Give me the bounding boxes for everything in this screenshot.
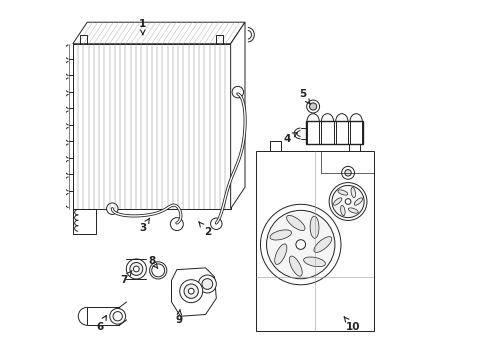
Ellipse shape — [338, 190, 348, 195]
Ellipse shape — [270, 230, 292, 240]
Circle shape — [149, 262, 167, 279]
Circle shape — [307, 100, 319, 113]
Circle shape — [345, 170, 351, 176]
Bar — [87, 307, 120, 325]
Ellipse shape — [287, 215, 305, 230]
Circle shape — [267, 210, 335, 279]
Text: 3: 3 — [139, 218, 149, 233]
Ellipse shape — [304, 257, 325, 267]
Bar — [321, 121, 334, 144]
Circle shape — [184, 284, 198, 298]
Bar — [307, 121, 319, 144]
Circle shape — [113, 312, 122, 321]
Text: 10: 10 — [344, 317, 360, 332]
Polygon shape — [231, 22, 245, 209]
Ellipse shape — [290, 256, 302, 276]
Circle shape — [133, 266, 139, 272]
Circle shape — [232, 86, 244, 98]
Circle shape — [211, 218, 222, 229]
Text: 5: 5 — [299, 89, 310, 104]
Circle shape — [342, 166, 355, 179]
Circle shape — [110, 309, 125, 324]
Polygon shape — [73, 22, 245, 44]
Circle shape — [202, 279, 213, 289]
Circle shape — [107, 203, 118, 215]
Circle shape — [180, 280, 203, 303]
Ellipse shape — [314, 237, 332, 252]
Text: 1: 1 — [139, 19, 147, 35]
Ellipse shape — [351, 187, 356, 198]
Text: 6: 6 — [96, 316, 106, 332]
Circle shape — [198, 275, 216, 293]
Circle shape — [171, 218, 183, 230]
Text: 9: 9 — [175, 309, 182, 325]
Ellipse shape — [333, 198, 342, 205]
Circle shape — [332, 185, 364, 217]
Circle shape — [152, 264, 165, 277]
Circle shape — [329, 183, 367, 220]
Bar — [256, 151, 374, 330]
Circle shape — [345, 199, 351, 204]
Text: 7: 7 — [121, 270, 132, 285]
Circle shape — [126, 259, 147, 279]
Circle shape — [188, 288, 194, 294]
Ellipse shape — [354, 198, 363, 205]
Ellipse shape — [310, 216, 319, 238]
Text: 2: 2 — [199, 222, 211, 237]
Ellipse shape — [275, 244, 287, 264]
Circle shape — [296, 240, 306, 249]
Circle shape — [261, 204, 341, 285]
Text: 8: 8 — [148, 256, 158, 269]
Bar — [306, 121, 364, 144]
Ellipse shape — [341, 206, 345, 216]
Ellipse shape — [348, 208, 358, 213]
Bar — [336, 121, 348, 144]
Bar — [350, 121, 362, 144]
Text: 4: 4 — [283, 132, 297, 144]
Circle shape — [310, 103, 317, 110]
Circle shape — [130, 262, 143, 275]
